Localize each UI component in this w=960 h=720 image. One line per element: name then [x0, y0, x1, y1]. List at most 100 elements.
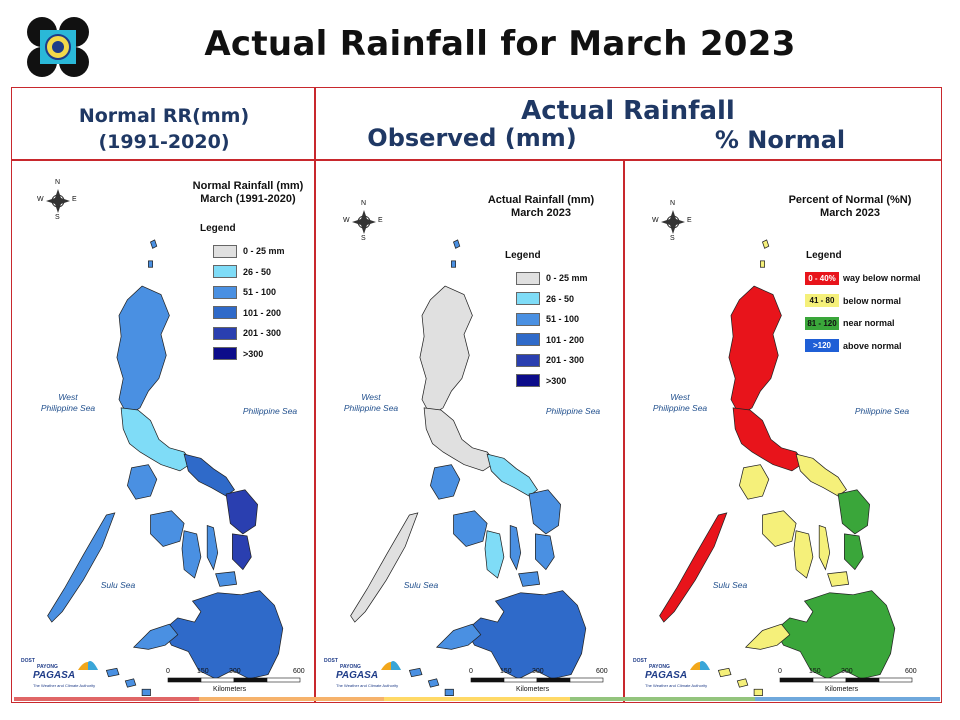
brand-dost: DOST — [324, 658, 338, 664]
sea-label-west-philippine-sea: West Philippine Sea — [343, 392, 399, 413]
region-leyte — [535, 533, 555, 571]
footer-color-bar — [14, 697, 941, 701]
region-luzon-north — [419, 285, 473, 416]
region-batanes — [760, 239, 770, 268]
region-luzon-central — [120, 407, 194, 472]
region-mindanao — [162, 590, 284, 680]
header-actual-rainfall: Actual Rainfall — [521, 96, 735, 126]
region-bohol — [215, 571, 238, 587]
legend-label: 0 - 25 mm — [243, 246, 285, 256]
scale-tick-label: 150 — [809, 668, 821, 675]
legend-item: 51 - 100 — [213, 285, 276, 299]
region-cebu — [509, 524, 522, 571]
legend-swatch: >120 — [805, 339, 839, 352]
map-svg-actual — [350, 210, 604, 696]
legend-item: 101 - 200 — [213, 306, 281, 320]
compass-e: E — [72, 196, 77, 203]
legend-item: 0 - 25 mm — [516, 271, 588, 285]
map-title-line2: March (1991-2020) — [200, 193, 296, 205]
compass-rose-icon — [46, 189, 70, 213]
divider-horizontal — [11, 159, 942, 161]
region-panay — [762, 510, 797, 547]
region-samar — [528, 489, 561, 535]
map-title: Normal Rainfall (mm) March (1991-2020) — [173, 180, 322, 206]
legend-item: 0 - 25 mm — [213, 244, 285, 258]
header-normal-line1: Normal RR(mm) — [78, 105, 250, 127]
region-panay — [150, 510, 185, 547]
region-palawan — [659, 512, 728, 623]
legend-item: >300 — [516, 374, 566, 388]
brand-payong: PAYONG — [340, 664, 361, 670]
compass-s: S — [55, 214, 60, 221]
region-batanes — [451, 239, 461, 268]
region-zamboanga — [435, 623, 482, 650]
region-sulu-islands — [408, 667, 454, 696]
legend-label: above normal — [843, 340, 902, 351]
legend-swatch — [516, 312, 540, 326]
map-title-line1: Percent of Normal (%N) — [788, 194, 912, 206]
legend-swatch — [213, 265, 237, 278]
scale-bar — [779, 677, 913, 683]
legend-label: way below normal — [843, 273, 921, 283]
legend-label: 51 - 100 — [546, 314, 580, 324]
brand-payong: PAYONG — [649, 664, 670, 670]
region-sulu-islands — [717, 667, 763, 696]
legend-label: 201 - 300 — [243, 328, 282, 338]
region-luzon-north — [116, 285, 170, 416]
legend-item: 41 - 80 below normal — [805, 294, 901, 308]
region-luzon-central — [423, 407, 497, 472]
scale-tick-label: 0 — [778, 668, 782, 675]
region-palawan — [350, 512, 419, 623]
scale-tick-label: 150 — [197, 668, 209, 675]
brand-payong: PAYONG — [37, 664, 58, 670]
region-mindoro — [739, 464, 770, 500]
header-normal: Normal RR(mm) (1991-2020) — [14, 103, 314, 155]
scale-tick-label: 600 — [905, 668, 917, 675]
region-samar — [225, 489, 258, 535]
region-bicol — [486, 453, 538, 497]
divider-vertical-1 — [314, 87, 316, 703]
legend-swatch — [213, 306, 237, 319]
map-svg-normal — [46, 189, 301, 696]
region-zamboanga — [132, 623, 179, 650]
legend-label: 0 - 25 mm — [546, 273, 588, 283]
dost-pagasa-logo — [26, 16, 90, 78]
map-svg-percent — [659, 210, 913, 696]
header-percent-normal: % Normal — [714, 126, 846, 154]
legend-swatch — [516, 292, 540, 305]
legend-item: 51 - 100 — [516, 312, 579, 326]
legend-swatch: 41 - 80 — [805, 294, 839, 307]
compass-n: N — [361, 200, 367, 207]
legend-label: below normal — [843, 295, 902, 306]
compass-rose-icon — [661, 210, 685, 234]
region-bohol — [518, 571, 541, 587]
page-title: Actual Rainfall for March 2023 — [204, 24, 796, 64]
brand-tagline: The Weather and Climate Authority — [336, 683, 399, 688]
region-samar — [837, 489, 870, 535]
content-frame — [11, 87, 942, 703]
map-title-line2: March 2023 — [511, 207, 571, 219]
region-negros — [484, 530, 505, 579]
region-leyte — [844, 533, 864, 571]
sea-label-philippine-sea: Philippine Sea — [854, 406, 910, 416]
legend-swatch — [516, 271, 540, 285]
region-panay — [453, 510, 488, 547]
legend-swatch: 0 - 40% — [805, 271, 839, 285]
pagasa-logo: DOST PAYONG PAGASA The Weather and Climate … — [631, 658, 711, 698]
region-bohol — [827, 571, 850, 587]
umbrella-icon — [690, 661, 710, 670]
scale-tick-label: 300 — [532, 668, 544, 675]
scale-unit-label: Kilometers — [516, 686, 550, 693]
pagasa-logo: DOST PAYONG PAGASA The Weather and Climate … — [322, 658, 402, 698]
region-negros — [181, 530, 202, 579]
region-palawan — [47, 512, 116, 623]
legend-swatch — [213, 244, 237, 258]
legend-label: near normal — [843, 318, 895, 328]
legend-item: 201 - 300 — [516, 353, 584, 367]
legend-item: 81 - 120 near normal — [805, 316, 895, 330]
legend-swatch — [516, 374, 540, 387]
header-normal-line2: (1991-2020) — [98, 131, 230, 153]
map-title-line2: March 2023 — [820, 207, 880, 219]
legend-swatch — [516, 333, 540, 346]
brand-tagline: The Weather and Climate Authority — [33, 683, 96, 688]
